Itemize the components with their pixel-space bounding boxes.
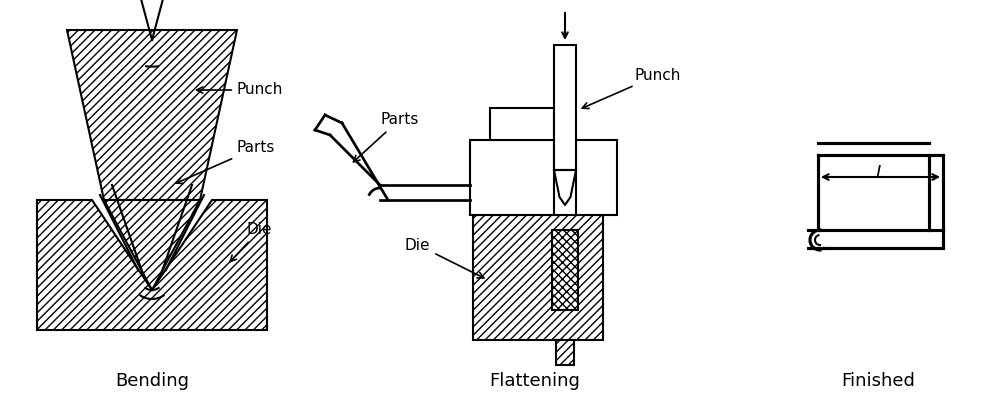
Text: Punch: Punch bbox=[197, 82, 284, 97]
Bar bbox=[490, 108, 554, 140]
Text: Parts: Parts bbox=[354, 112, 419, 162]
Bar bbox=[552, 230, 578, 310]
Text: Finished: Finished bbox=[841, 372, 915, 390]
Text: Punch: Punch bbox=[582, 67, 681, 109]
Text: Die: Die bbox=[230, 223, 273, 262]
Text: L: L bbox=[875, 164, 885, 182]
Bar bbox=[470, 140, 554, 215]
Polygon shape bbox=[37, 200, 267, 330]
Text: Die: Die bbox=[405, 238, 484, 278]
Text: Parts: Parts bbox=[176, 141, 276, 183]
Bar bbox=[554, 45, 576, 170]
Polygon shape bbox=[104, 200, 200, 290]
Text: Flattening: Flattening bbox=[490, 372, 580, 390]
Polygon shape bbox=[67, 30, 237, 200]
Bar bbox=[576, 140, 617, 215]
Bar bbox=[473, 215, 603, 340]
Text: Bending: Bending bbox=[115, 372, 189, 390]
Bar bbox=[556, 340, 574, 365]
